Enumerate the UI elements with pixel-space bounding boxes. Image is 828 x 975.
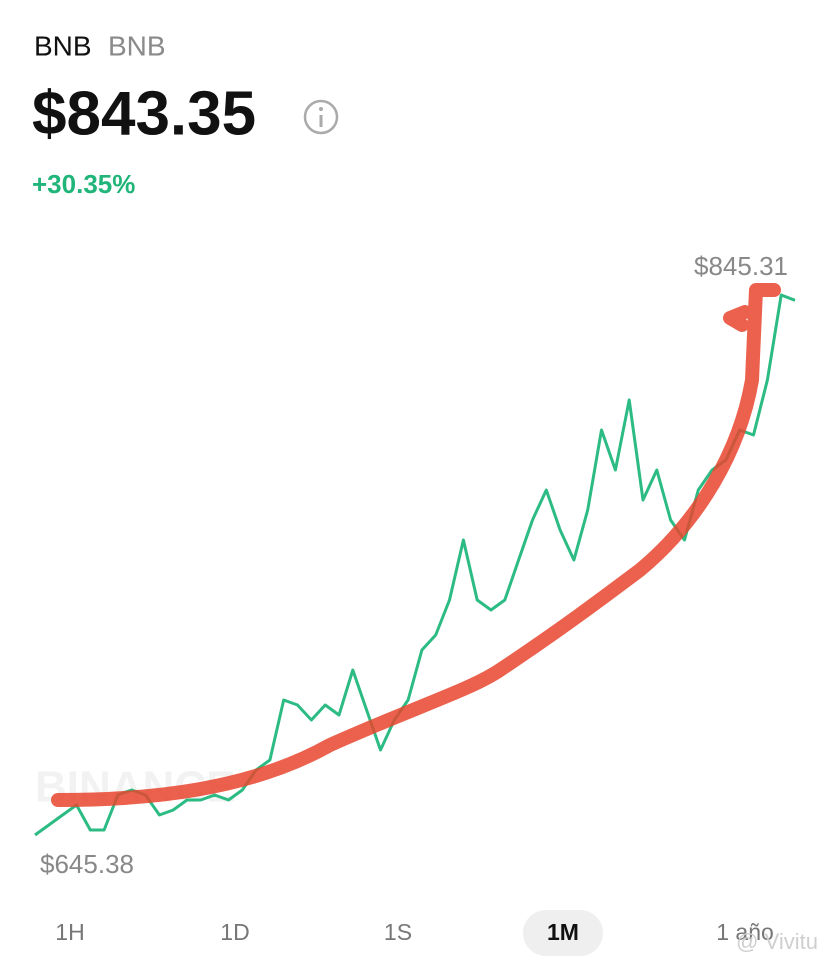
min-label: $645.38 xyxy=(40,849,134,879)
range-button[interactable]: 1S xyxy=(384,919,412,945)
symbol: BNB xyxy=(34,30,92,61)
range-button[interactable]: 1 año xyxy=(716,919,774,945)
credit: @ Vivitu xyxy=(736,929,818,954)
price: $843.35 xyxy=(32,79,256,148)
hand-drawn-trend xyxy=(51,283,781,807)
info-icon[interactable] xyxy=(303,99,339,135)
price-line xyxy=(34,293,796,837)
range-button[interactable]: 1D xyxy=(220,919,249,945)
price-change: +30.35% xyxy=(32,169,135,199)
max-label: $845.31 xyxy=(694,251,788,281)
range-button[interactable]: 1M xyxy=(547,919,579,945)
range-button[interactable]: 1H xyxy=(55,919,84,945)
selected-pill xyxy=(523,910,603,956)
asset-name: BNB xyxy=(108,30,166,61)
